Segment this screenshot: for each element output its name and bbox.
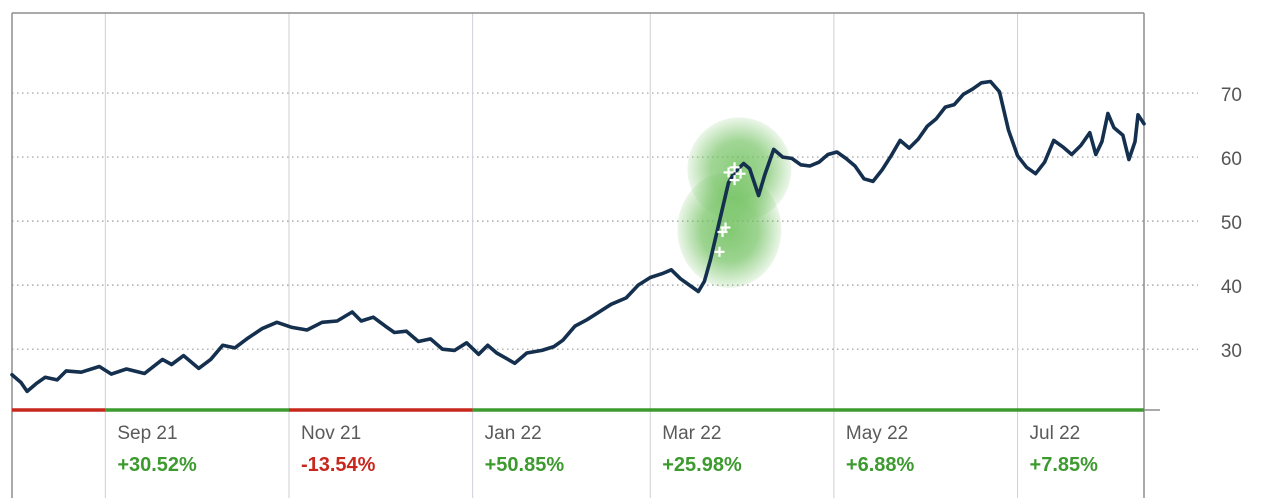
month-change-label: +50.85% [485,454,565,476]
month-label: Sep 21 [117,423,177,444]
month-label: Jul 22 [1030,423,1081,444]
event-marker[interactable] [729,175,740,186]
marker-layer [714,162,746,257]
month-change-label: +25.98% [662,454,742,476]
y-tick-label: 50 [1221,213,1242,234]
month-labels-layer: Sep 21 +30.52% Nov 21 -13.54% Jan 22 +50.85% M… [117,423,1098,476]
price-series-line [10,79,1146,394]
y-tick-label: 60 [1221,149,1242,170]
event-marker[interactable] [729,162,740,173]
y-tick-label: 70 [1221,85,1242,106]
month-change-label: +6.88% [846,454,915,476]
month-label: Mar 22 [662,423,721,444]
y-tick-label: 30 [1221,341,1242,362]
month-label: May 22 [846,423,908,444]
event-marker[interactable] [735,168,746,179]
month-label: Jan 22 [485,423,542,444]
month-change-label: -13.54% [301,454,376,476]
event-marker[interactable] [714,246,725,257]
line-layer [10,79,1146,394]
axis-layer: 30 40 50 60 70 [12,85,1242,412]
month-change-label: +30.52% [117,454,197,476]
highlight-blob [677,171,782,288]
highlight-layer [677,117,792,288]
event-marker[interactable] [720,222,731,233]
y-tick-label: 40 [1221,277,1242,298]
month-label: Nov 21 [301,423,361,444]
month-change-label: +7.85% [1030,454,1099,476]
event-marker[interactable] [723,167,734,178]
grid-layer [11,12,1198,498]
